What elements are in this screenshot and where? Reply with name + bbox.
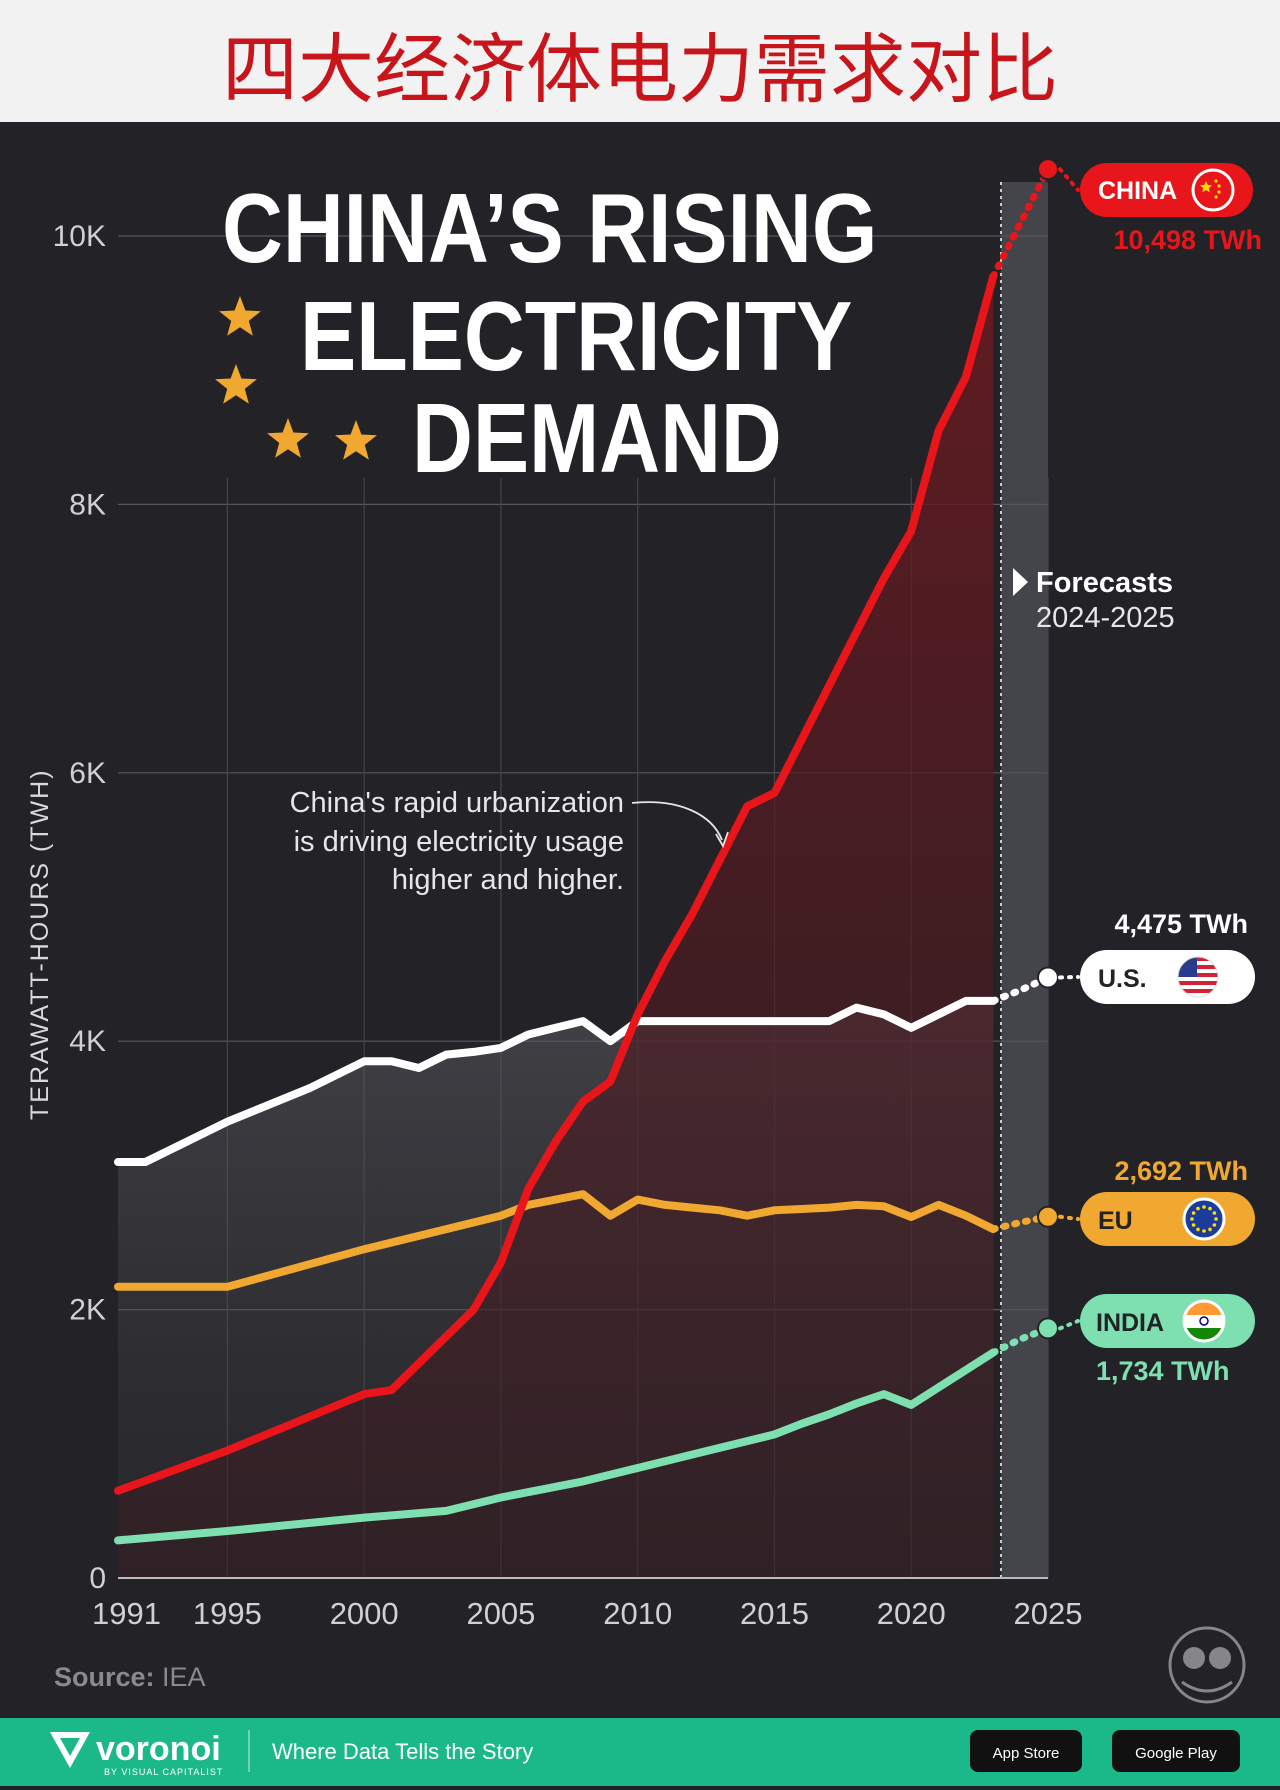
x-tick-label-2010: 2010 bbox=[603, 1596, 672, 1631]
eu-star-icon-11 bbox=[1208, 1207, 1212, 1211]
banner-title: 四大经济体电力需求对比 bbox=[222, 25, 1058, 114]
eu-endpoint bbox=[1038, 1207, 1058, 1227]
footer-brand: voronoi bbox=[96, 1730, 221, 1768]
eu-pill-label: EU bbox=[1098, 1207, 1133, 1235]
x-tick-label-2015: 2015 bbox=[740, 1596, 809, 1631]
app-store-badge[interactable]: App Store bbox=[970, 1730, 1082, 1772]
source-line: Source: IEA bbox=[54, 1662, 206, 1692]
eu-star-icon-1 bbox=[1214, 1217, 1218, 1221]
y-axis-title: TERAWATT-HOURS (TWH) bbox=[26, 768, 54, 1120]
eu-flag-icon bbox=[1184, 1199, 1224, 1239]
eu-star-icon-8 bbox=[1192, 1211, 1196, 1215]
china-pill-label: CHINA bbox=[1098, 177, 1177, 205]
eu-star-icon-3 bbox=[1208, 1228, 1212, 1232]
forecast-band bbox=[1001, 182, 1048, 1578]
x-tick-label-2020: 2020 bbox=[877, 1596, 946, 1631]
annotation-line2: is driving electricity usage bbox=[294, 826, 624, 858]
x-tick-label-2025: 2025 bbox=[1014, 1596, 1083, 1631]
us-total-label: 4,475 TWh bbox=[1114, 909, 1248, 939]
y-tick-label-4K: 4K bbox=[69, 1025, 106, 1058]
app-store-label: App Store bbox=[993, 1745, 1060, 1762]
eu-star-icon-2 bbox=[1213, 1223, 1217, 1227]
annotation-line1: China's rapid urbanization bbox=[290, 787, 624, 819]
footer-brand-sub: BY VISUAL CAPITALIST bbox=[104, 1767, 223, 1777]
x-tick-label-2005: 2005 bbox=[466, 1596, 535, 1631]
china-flag-icon bbox=[1193, 170, 1233, 210]
headline-line1: CHINA’S RISING bbox=[222, 174, 877, 283]
y-tick-label-0: 0 bbox=[89, 1562, 106, 1595]
x-tick-label-1991: 1991 bbox=[92, 1596, 161, 1631]
annotation-line3: higher and higher. bbox=[392, 864, 624, 896]
headline-line3: DEMAND bbox=[412, 384, 782, 493]
source-label: Source: bbox=[54, 1662, 155, 1692]
us-pill-label: U.S. bbox=[1098, 965, 1147, 993]
china-total-label: 10,498 TWh bbox=[1113, 225, 1262, 255]
eu-star-icon-6 bbox=[1192, 1223, 1196, 1227]
eu-star-icon-7 bbox=[1190, 1217, 1194, 1221]
forecast-years: 2024-2025 bbox=[1036, 602, 1175, 634]
y-tick-label-8K: 8K bbox=[69, 488, 106, 521]
china-endpoint bbox=[1038, 159, 1058, 179]
google-play-badge[interactable]: Google Play bbox=[1112, 1730, 1240, 1772]
x-tick-label-2000: 2000 bbox=[330, 1596, 399, 1631]
google-play-label: Google Play bbox=[1135, 1745, 1217, 1762]
india-flag-icon bbox=[1184, 1301, 1224, 1342]
y-tick-label-2K: 2K bbox=[69, 1294, 106, 1327]
india-pill-label: INDIA bbox=[1096, 1309, 1164, 1337]
footer-tagline: Where Data Tells the Story bbox=[272, 1739, 533, 1764]
eu-star-icon-5 bbox=[1196, 1228, 1200, 1232]
eu-star-icon-12 bbox=[1213, 1211, 1217, 1215]
y-tick-label-6K: 6K bbox=[69, 757, 106, 790]
forecast-title: Forecasts bbox=[1036, 567, 1173, 599]
headline-line2: ELECTRICITY bbox=[300, 282, 852, 391]
us-flag-icon bbox=[1178, 957, 1218, 997]
eu-total-label: 2,692 TWh bbox=[1114, 1156, 1248, 1186]
india-endpoint bbox=[1038, 1318, 1058, 1338]
source-value: IEA bbox=[162, 1662, 206, 1692]
india-total-label: 1,734 TWh bbox=[1096, 1356, 1230, 1386]
eu-star-icon-9 bbox=[1196, 1207, 1200, 1211]
x-tick-label-1995: 1995 bbox=[193, 1596, 262, 1631]
y-tick-label-10K: 10K bbox=[53, 220, 106, 253]
eu-star-icon-4 bbox=[1202, 1229, 1206, 1233]
eu-star-icon-10 bbox=[1202, 1205, 1206, 1209]
us-endpoint bbox=[1038, 967, 1058, 987]
